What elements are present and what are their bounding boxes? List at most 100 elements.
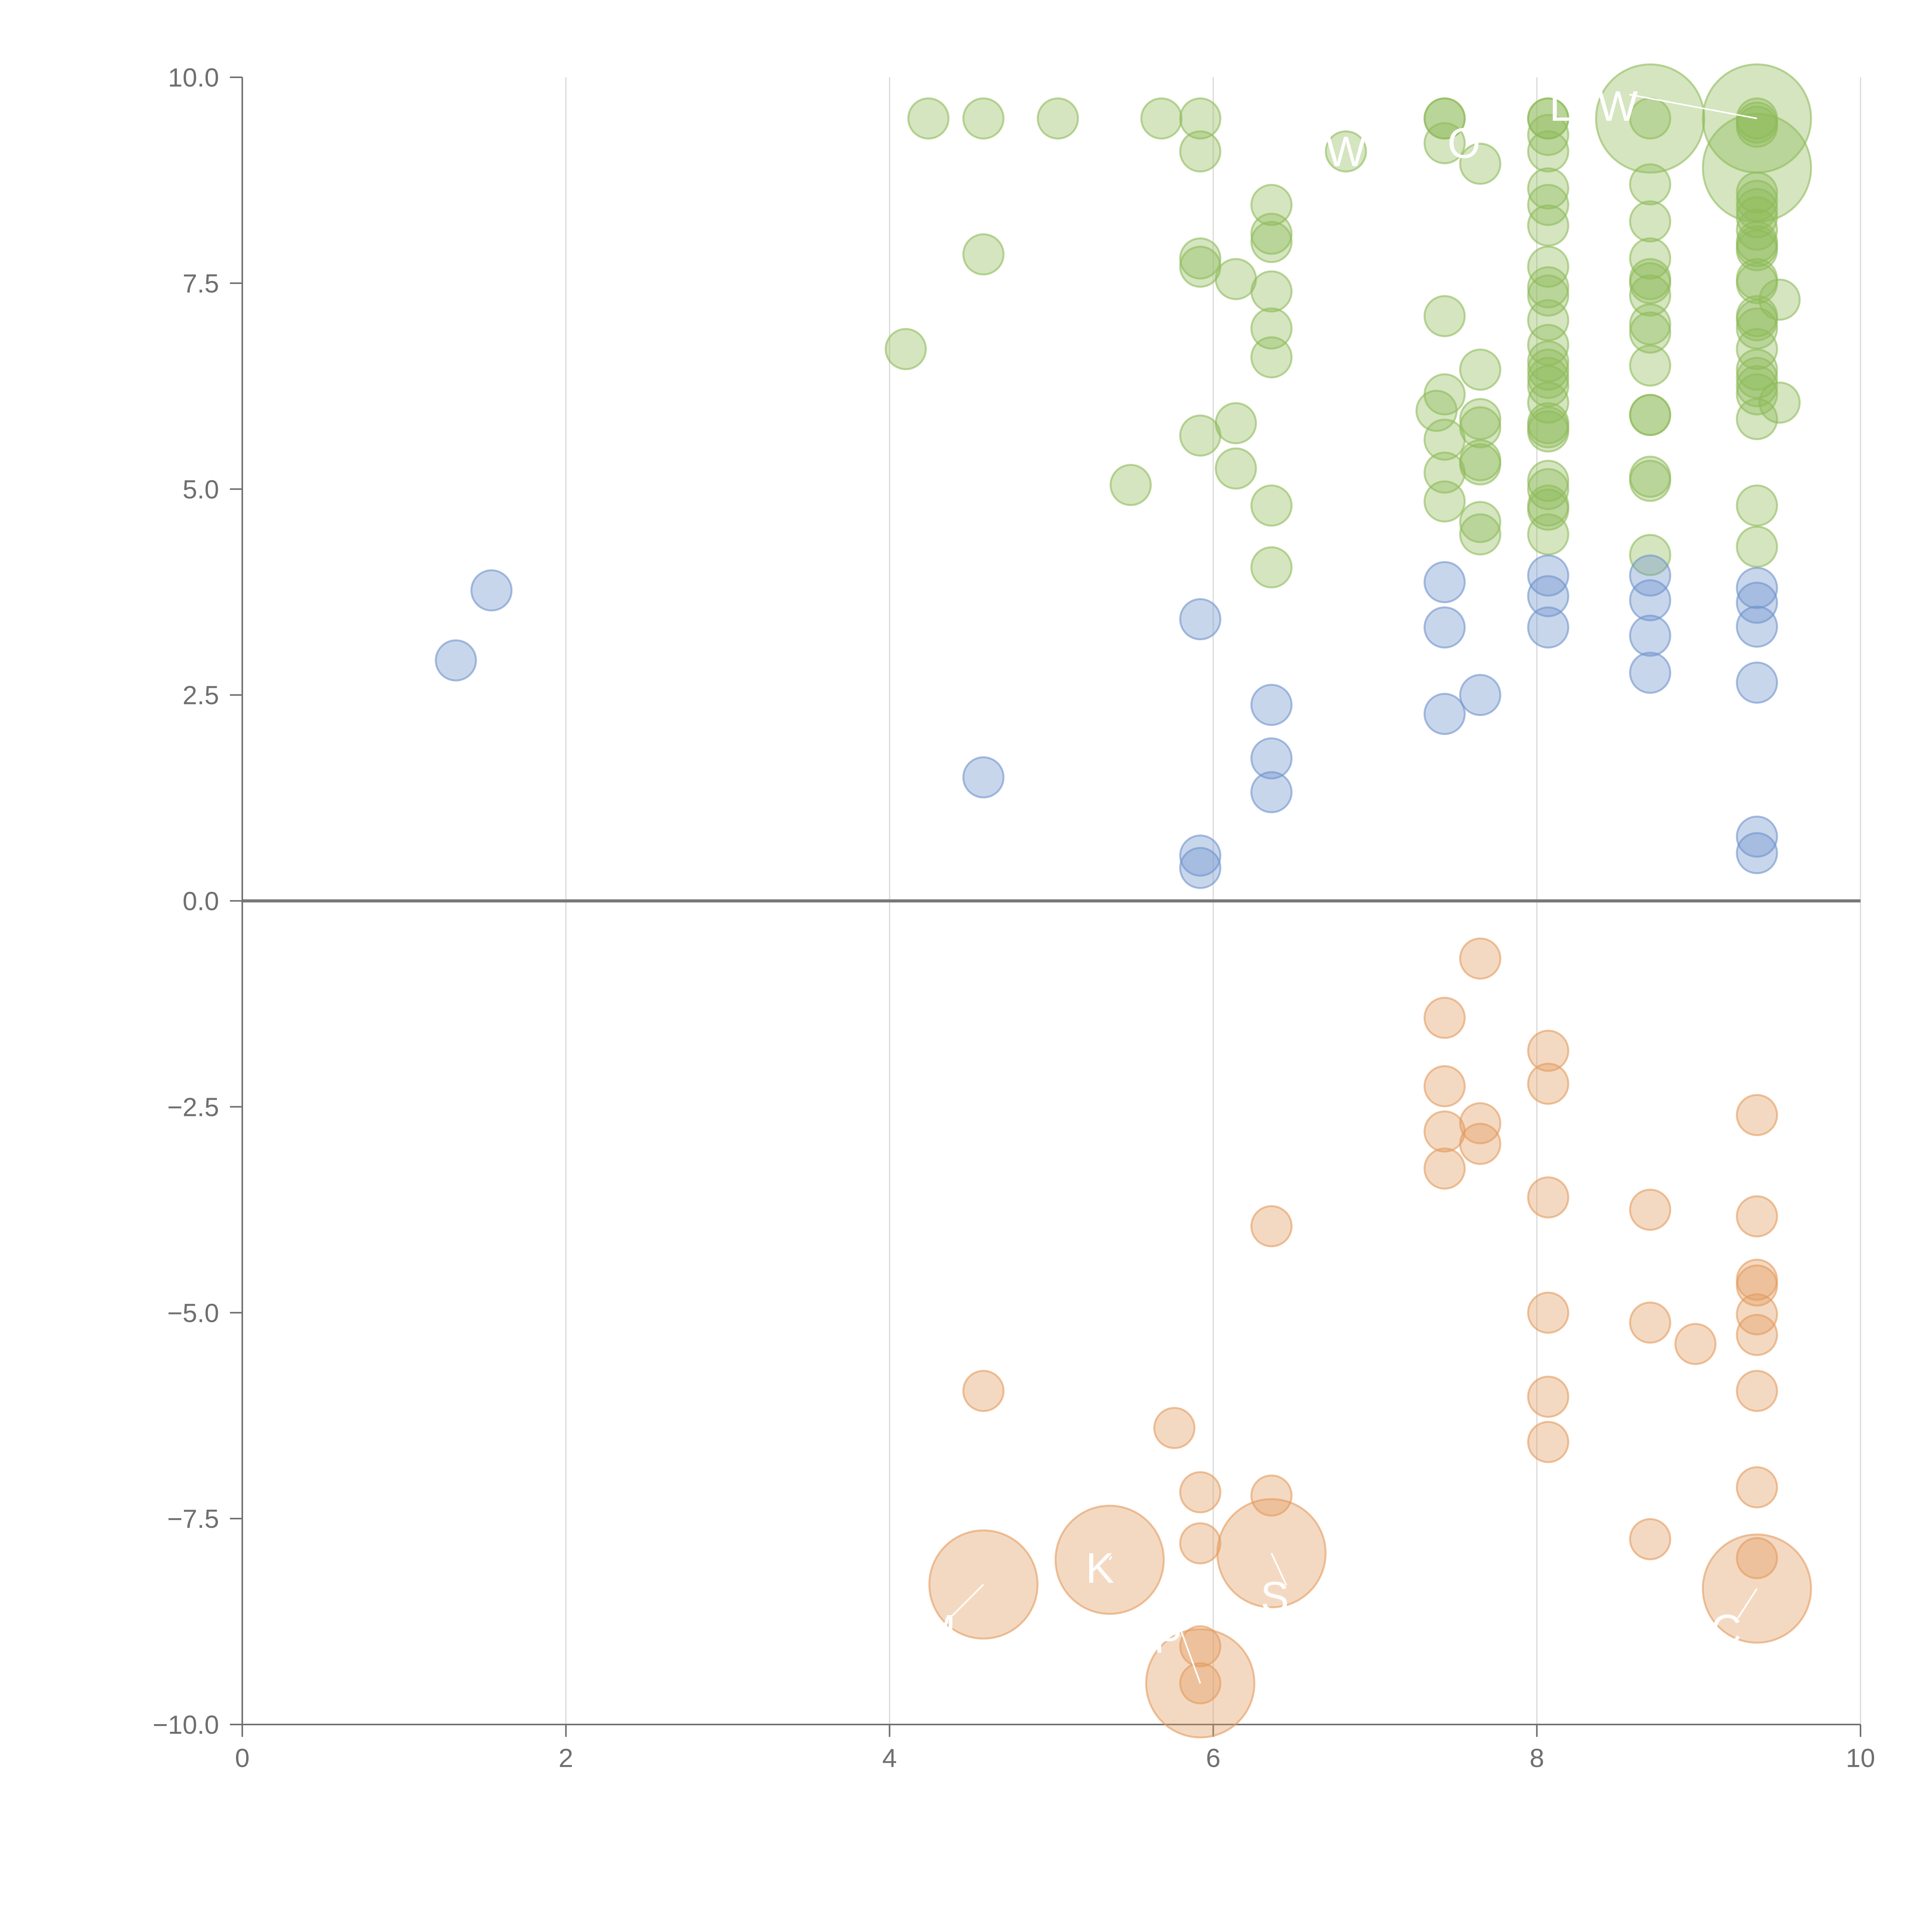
data-point [1214,258,1257,300]
data-point [1250,737,1293,780]
data-point [1629,459,1672,502]
data-point [1527,130,1570,173]
data-point [1527,1063,1570,1105]
x-tick-label: 8 [1529,1743,1544,1773]
data-point [1423,97,1466,140]
data-point [1736,1195,1778,1238]
data-point [1214,402,1257,444]
data-point [1736,1094,1778,1136]
data-point [962,756,1005,799]
data-point [1037,97,1079,140]
y-tick-label: −2.5 [167,1092,219,1122]
data-point [1459,406,1502,449]
annotation-leader [1179,1626,1201,1684]
data-point [470,569,513,612]
data-point [1736,262,1778,304]
annotation-leader [1109,1556,1112,1560]
data-point [962,1370,1005,1412]
data-point [1629,614,1672,657]
data-point [1736,373,1778,416]
x-tick-label: 6 [1206,1743,1221,1773]
data-point [1459,349,1502,391]
data-point [1527,97,1570,140]
data-point [1214,447,1257,490]
y-tick-label: 2.5 [182,681,219,710]
y-tick-label: 7.5 [182,269,219,298]
data-point [1423,295,1466,337]
x-tick-label: 10 [1846,1743,1875,1773]
data-point [1527,299,1570,342]
data-point [962,233,1005,276]
data-point [1527,1421,1570,1463]
data-point [1736,398,1778,440]
data-point [1250,1205,1293,1247]
data-point [1527,575,1570,617]
data-point [1109,464,1152,506]
data-point [1179,414,1221,457]
data-point [1629,262,1672,304]
data-point [1736,567,1778,609]
data-point [1459,501,1502,543]
y-tick-label: 5.0 [182,475,219,504]
data-point [1629,651,1672,694]
data-point [1423,451,1466,494]
data-point [1179,1522,1221,1565]
data-point [1736,662,1778,704]
data-point [1629,311,1672,354]
data-point [1179,97,1221,140]
data-point [1250,184,1293,226]
data-point [1423,1065,1466,1107]
data-point [1736,1264,1778,1307]
data-point [1629,1518,1672,1560]
annotation-label: K [1086,1544,1114,1592]
x-tick-label: 0 [235,1743,250,1773]
annotation-leader [1270,1553,1287,1586]
data-point [1527,513,1570,556]
y-tick-label: −5.0 [167,1298,219,1328]
data-point [1759,279,1801,321]
annotation-label: S [1260,1573,1289,1621]
data-point [1527,204,1570,247]
data-point [1250,221,1293,263]
data-point [1736,1314,1778,1356]
data-point [884,328,927,370]
data-point [1527,365,1570,407]
annotation-label: P [1154,1614,1182,1662]
data-point [1629,200,1672,243]
data-point [1629,1189,1672,1231]
data-point [1250,546,1293,588]
y-tick-label: −10.0 [153,1710,219,1740]
data-point [1153,1407,1196,1449]
data-point [435,639,477,682]
data-point [1250,307,1293,350]
x-tick-label: 4 [882,1743,897,1773]
data-point [1423,1147,1466,1190]
data-point [1527,488,1570,531]
data-point [1527,410,1570,453]
data-point [1736,605,1778,648]
y-tick-label: 10.0 [168,63,219,92]
data-point [1179,834,1221,877]
data-point [1527,324,1570,366]
annotation-leader [1629,94,1757,119]
data-point [1527,1291,1570,1334]
data-point [1629,1301,1672,1344]
data-point [1250,684,1293,726]
large-data-point [1702,112,1812,223]
data-point [1250,336,1293,379]
data-point [1250,771,1293,813]
data-point [1179,245,1221,288]
data-point [1629,344,1672,387]
data-point [1736,582,1778,624]
data-point [1423,1110,1466,1153]
data-point [1325,130,1367,173]
data-point [1459,937,1502,980]
annotation-leader [1737,1588,1758,1619]
data-point [1629,274,1672,317]
annotation-label: C [1711,1606,1742,1654]
data-point [1423,480,1466,523]
data-point [1736,484,1778,527]
data-point [1140,97,1183,140]
data-point [1459,674,1502,716]
